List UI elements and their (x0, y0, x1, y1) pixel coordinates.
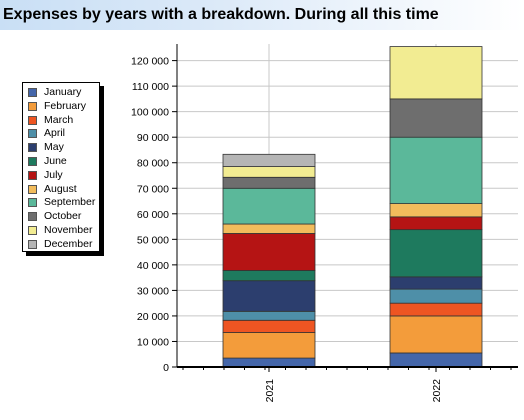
bar-segment-august-2021 (222, 223, 316, 234)
x-tick-label: 2022 (431, 379, 443, 403)
bar-segment-november-2021 (222, 166, 316, 178)
chart-title: Expenses by years with a breakdown. Duri… (3, 6, 439, 23)
legend-swatch (28, 170, 37, 180)
legend-swatch (28, 184, 37, 194)
legend-label: December (44, 237, 93, 250)
bar-segment-april-2021 (222, 310, 316, 321)
y-tick-label: 110 000 (132, 81, 169, 93)
bar-segment-september-2021 (222, 187, 316, 225)
legend-label: November (44, 224, 93, 236)
legend-label: June (44, 155, 67, 167)
bar-segment-april-2022 (389, 288, 483, 304)
bar-segment-february-2021 (222, 332, 316, 359)
bar-segment-march-2022 (389, 302, 483, 317)
y-tick-label: 100 000 (131, 107, 169, 119)
bar-segment-june-2021 (222, 270, 316, 282)
y-tick-label: 80 000 (137, 158, 169, 170)
y-tick-label: 10 000 (137, 336, 169, 348)
bar-segment-july-2021 (222, 233, 316, 271)
bar-segment-june-2022 (389, 229, 483, 278)
bar-segment-may-2021 (222, 280, 316, 312)
bar-segment-september-2022 (389, 136, 483, 204)
bar-segment-january-2021 (222, 357, 316, 368)
legend-swatch (28, 226, 37, 235)
title-bar: Expenses by years with a breakdown. Duri… (0, 0, 524, 30)
x-tick-label: 2021 (264, 379, 276, 403)
legend-label: August (44, 182, 77, 195)
legend-swatch (28, 115, 37, 125)
y-tick-label: 50 000 (137, 234, 169, 246)
bar-segment-july-2022 (389, 216, 483, 231)
bar-segment-august-2022 (389, 203, 483, 218)
legend: January February March April May June July Augu… (22, 82, 100, 252)
y-tick-label: 90 000 (137, 132, 169, 144)
bar-segment-december-2021 (222, 153, 316, 167)
bar-segment-march-2021 (222, 319, 316, 333)
legend-swatch (28, 198, 37, 208)
legend-label: January (44, 86, 82, 98)
legend-swatch (28, 239, 37, 249)
y-tick-label: 40 000 (137, 260, 169, 272)
legend-swatch (28, 143, 37, 153)
bar-segment-october-2022 (389, 98, 483, 138)
y-tick-label: 60 000 (137, 209, 169, 221)
legend-swatch (28, 88, 37, 97)
bar-segment-october-2021 (222, 176, 316, 189)
legend-swatch (28, 212, 37, 222)
bar-segment-may-2022 (389, 276, 483, 290)
y-tick-label: 30 000 (137, 285, 169, 297)
legend-swatch (28, 129, 37, 139)
legend-label: April (44, 127, 66, 140)
bar-segment-february-2022 (389, 315, 483, 354)
y-tick-label: 120 000 (131, 56, 169, 68)
y-tick-label: 70 000 (137, 183, 169, 195)
legend-label: September (44, 196, 96, 209)
legend-label: May (44, 141, 64, 154)
bar-segment-november-2022 (389, 46, 483, 100)
legend-label: February (44, 99, 87, 112)
legend-swatch (28, 101, 37, 111)
bar-segment-january-2022 (389, 352, 483, 368)
legend-label: July (44, 168, 63, 181)
legend-label: March (44, 113, 74, 126)
legend-swatch (28, 157, 37, 166)
y-tick-label: 0 (163, 362, 169, 374)
y-tick-label: 20 000 (137, 311, 169, 323)
legend-label: October (44, 210, 82, 223)
